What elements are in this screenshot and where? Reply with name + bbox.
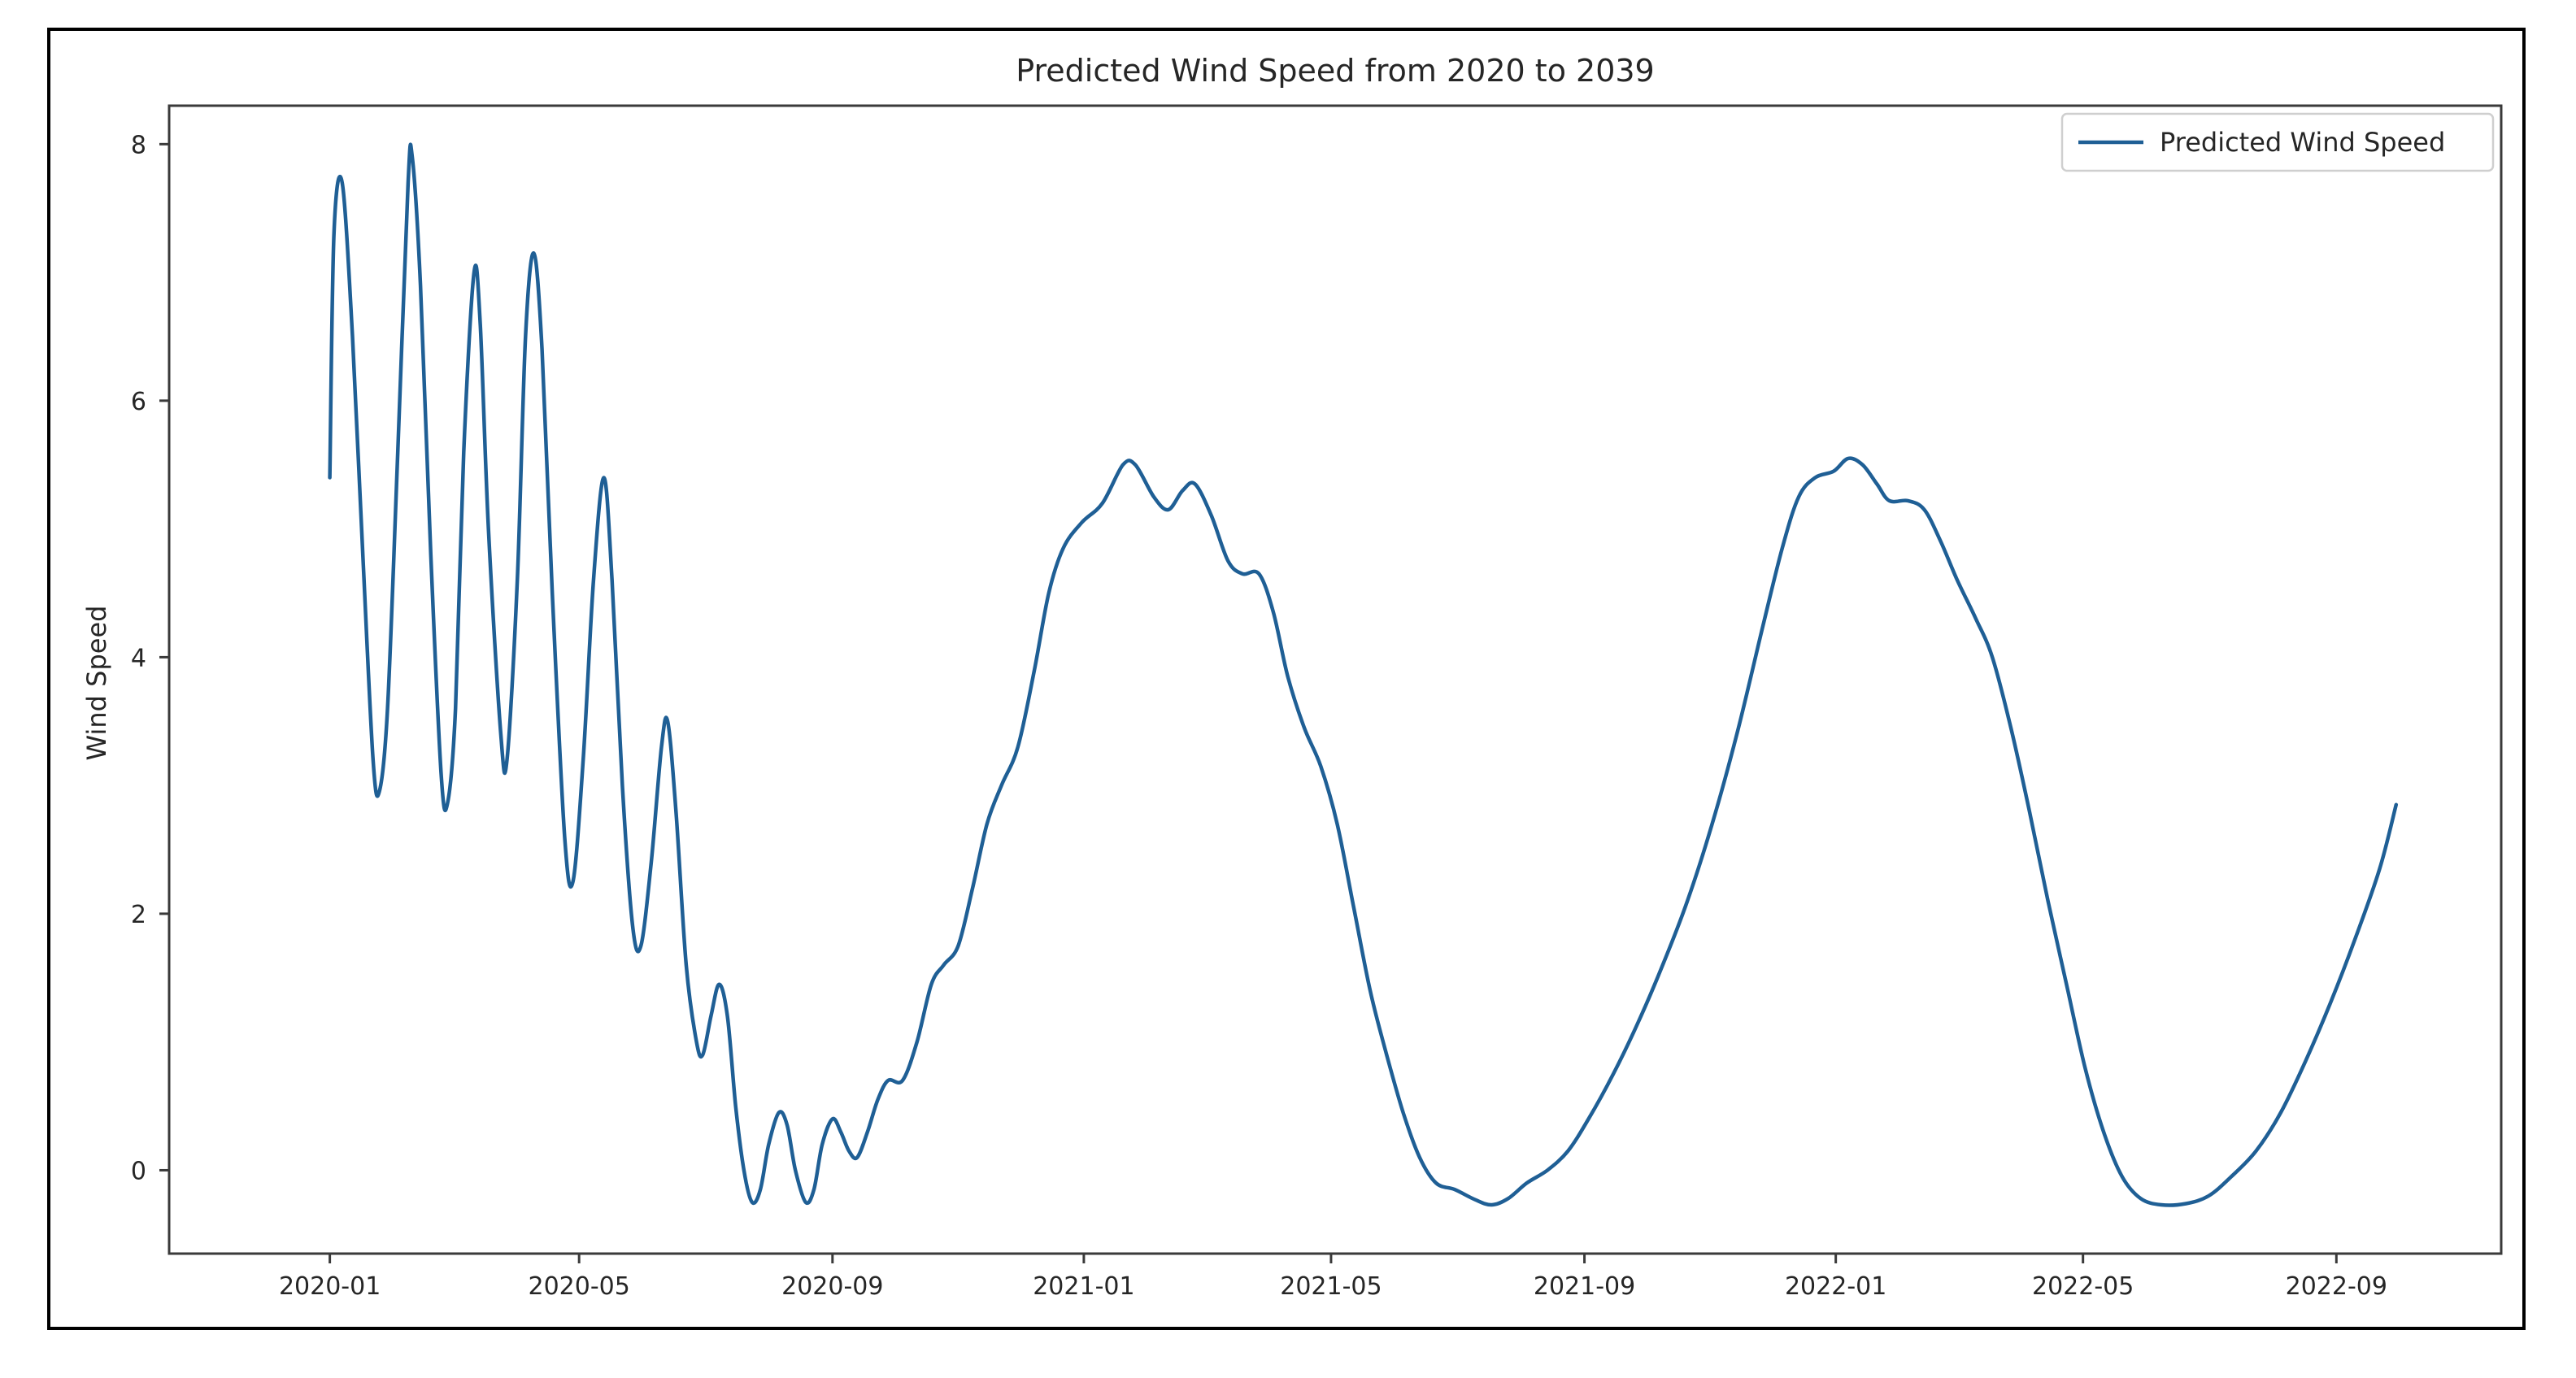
y-tick-label: 2	[131, 901, 146, 929]
x-tick-label: 2020-09	[781, 1272, 883, 1301]
x-axis: 2020-01 2020-05 2020-09 2021-01 2021-05 2021-…	[279, 1254, 2387, 1301]
figure-border	[47, 28, 2526, 1330]
y-tick-label: 8	[131, 131, 146, 159]
x-tick-label: 2022-01	[1785, 1272, 1886, 1301]
x-tick-label: 2022-05	[2032, 1272, 2134, 1301]
x-tick-label: 2020-01	[279, 1272, 381, 1301]
x-tick-label: 2022-09	[2286, 1272, 2387, 1301]
y-axis-label: Wind Speed	[81, 606, 112, 761]
y-axis: 0 2 4 6 8	[131, 131, 169, 1185]
x-tick-label: 2020-05	[529, 1272, 630, 1301]
plot-area	[168, 104, 2503, 1255]
y-tick-label: 0	[131, 1157, 146, 1185]
y-tick-label: 6	[131, 388, 146, 416]
legend-label: Predicted Wind Speed	[2160, 127, 2445, 158]
x-tick-label: 2021-09	[1534, 1272, 1635, 1301]
legend-box	[2060, 112, 2495, 172]
x-tick-label: 2021-01	[1033, 1272, 1134, 1301]
y-tick-label: 4	[131, 644, 146, 672]
legend: Predicted Wind Speed	[2060, 112, 2495, 172]
chart-title: Predicted Wind Speed from 2020 to 2039	[1016, 53, 1654, 89]
series-line-predicted-wind-speed	[328, 142, 2399, 1207]
x-tick-label: 2021-05	[1280, 1272, 1382, 1301]
